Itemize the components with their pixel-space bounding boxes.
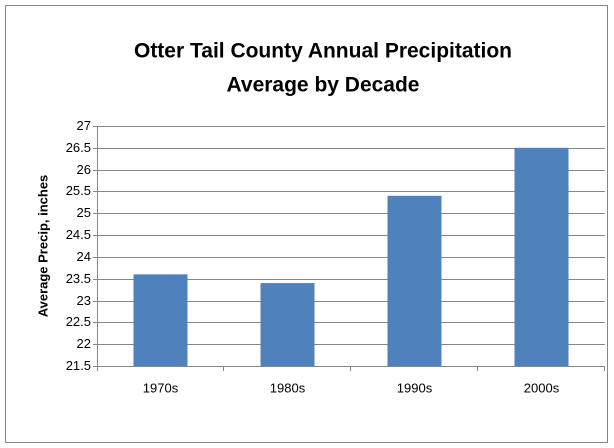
y-tick-label: 26 [77,162,91,177]
y-tick-label: 24.5 [66,227,91,242]
y-tick-label: 22.5 [66,314,91,329]
y-tick-label: 23.5 [66,271,91,286]
y-axis-label: Average Precip, inches [35,175,50,318]
y-tick-label: 23 [77,293,91,308]
bar [387,195,442,366]
y-tick-label: 24 [77,249,91,264]
chart-title: Average by Decade [227,74,420,97]
x-tick-label: 1980s [270,380,306,395]
chart-title: Otter Tail County Annual Precipitation [134,40,512,63]
y-tick-label: 25.5 [66,183,91,198]
x-tick-label: 1970s [143,380,179,395]
y-tick-label: 25 [77,205,91,220]
bar [514,147,569,366]
bar [260,283,315,366]
x-tick-label: 2000s [524,380,560,395]
x-tick-label: 1990s [397,380,433,395]
chart-border [5,5,608,443]
y-tick-label: 21.5 [66,358,91,373]
y-tick-label: 22 [77,336,91,351]
y-tick-label: 26.5 [66,140,91,155]
y-tick-label: 27 [77,118,91,133]
bar [133,274,188,366]
